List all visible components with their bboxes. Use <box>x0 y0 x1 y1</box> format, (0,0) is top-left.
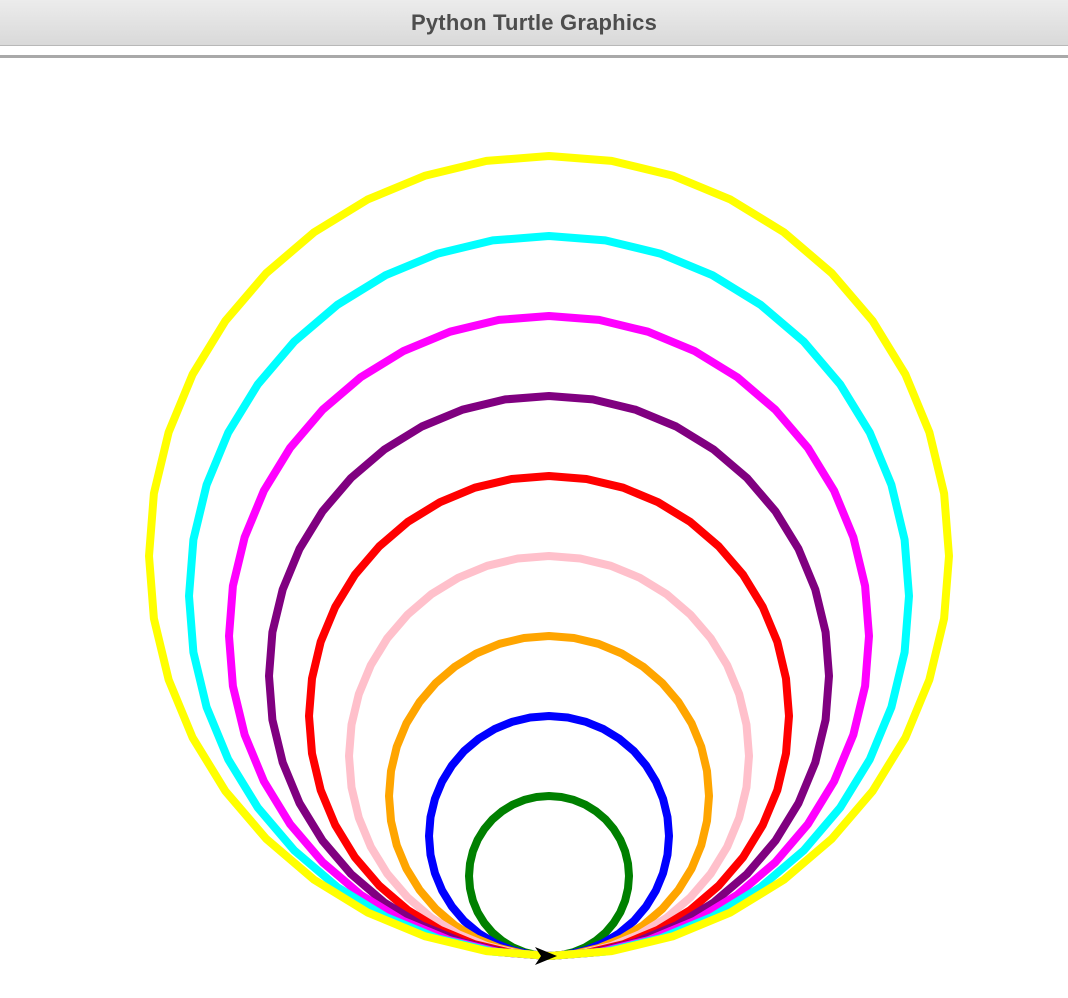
magenta-circle <box>225 312 873 960</box>
blue-circle <box>425 712 673 960</box>
cyan-circle <box>185 232 913 960</box>
yellow-circle <box>145 152 953 960</box>
turtle-drawing <box>145 152 953 965</box>
window-title: Python Turtle Graphics <box>410 9 658 35</box>
purple-circle <box>265 392 833 960</box>
title-bar[interactable]: Python Turtle Graphics <box>0 0 1068 46</box>
turtle-layer <box>535 947 557 965</box>
toolbar-separator <box>0 55 1068 58</box>
red-circle <box>305 472 793 960</box>
pink-circle <box>345 552 753 960</box>
circles-layer <box>145 152 953 960</box>
arrow-turtle-icon <box>535 947 557 965</box>
green-circle <box>465 792 633 960</box>
orange-circle <box>385 632 713 960</box>
drawing-canvas[interactable] <box>0 58 1068 998</box>
